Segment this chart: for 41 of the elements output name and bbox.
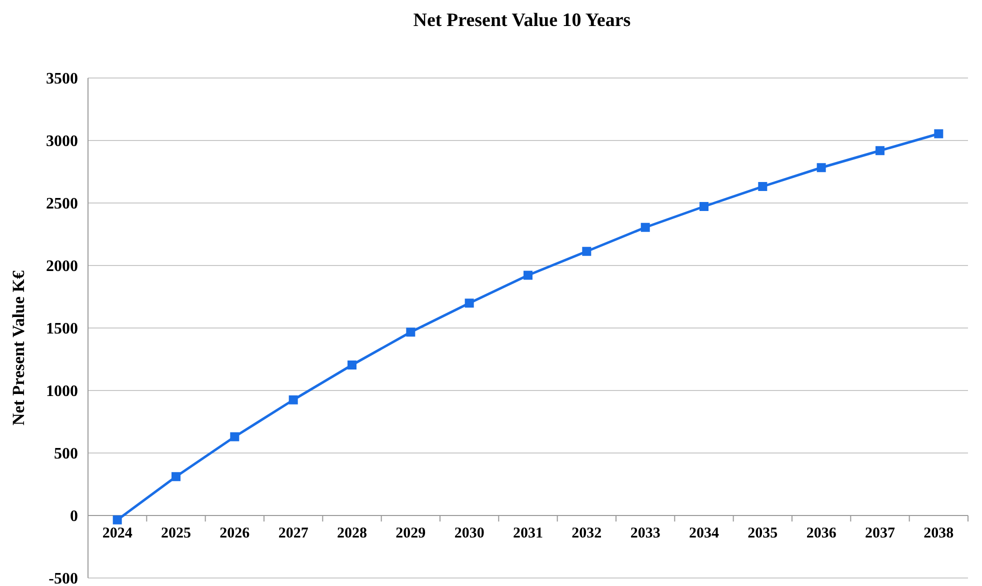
point (464, 298, 474, 308)
point (582, 246, 592, 256)
x-tick-label: 2031 (513, 526, 543, 542)
y-tick-label: 1500 (46, 320, 78, 338)
point (230, 432, 240, 442)
x-tick-label: 2030 (454, 526, 484, 542)
point (288, 395, 298, 404)
x-tick-label: 2037 (865, 526, 896, 542)
point (348, 360, 356, 370)
point (640, 222, 650, 232)
x-tick-label: 2024 (102, 526, 133, 542)
y-tick-label: 2500 (46, 196, 78, 213)
y-tick-label: 2000 (46, 258, 78, 276)
point (700, 202, 708, 211)
x-tick-label: 2028 (337, 526, 367, 542)
y-tick-label: 500 (54, 446, 78, 463)
point (876, 146, 884, 156)
x-tick-label: 2035 (748, 526, 778, 542)
y-tick-label: -500 (48, 570, 78, 586)
x-tick-label: 2029 (396, 526, 426, 542)
x-tick-label: 2032 (572, 526, 602, 542)
y-tick-label: 1000 (46, 383, 78, 400)
x-tick-label: 2025 (161, 526, 191, 542)
x-tick-label: 2034 (689, 526, 720, 542)
y-tick-label: 3500 (46, 70, 78, 88)
point (112, 515, 122, 524)
x-tick-label: 2026 (220, 526, 250, 542)
x-tick-label: 2027 (278, 526, 309, 542)
chart-title: Net Present Value 10 Years (413, 10, 631, 31)
x-tick-label: 2033 (630, 526, 660, 542)
point (758, 182, 768, 191)
point (524, 270, 532, 280)
point (406, 328, 416, 337)
point (934, 129, 944, 138)
x-tick-label: 2036 (806, 526, 837, 542)
y-tick-label: 3000 (46, 133, 78, 150)
y-axis-title: Net Present Value K€ (9, 270, 28, 426)
point (172, 472, 180, 482)
x-tick-label: 2038 (924, 526, 954, 542)
point (816, 163, 826, 172)
y-tick-label: 0 (70, 508, 78, 526)
